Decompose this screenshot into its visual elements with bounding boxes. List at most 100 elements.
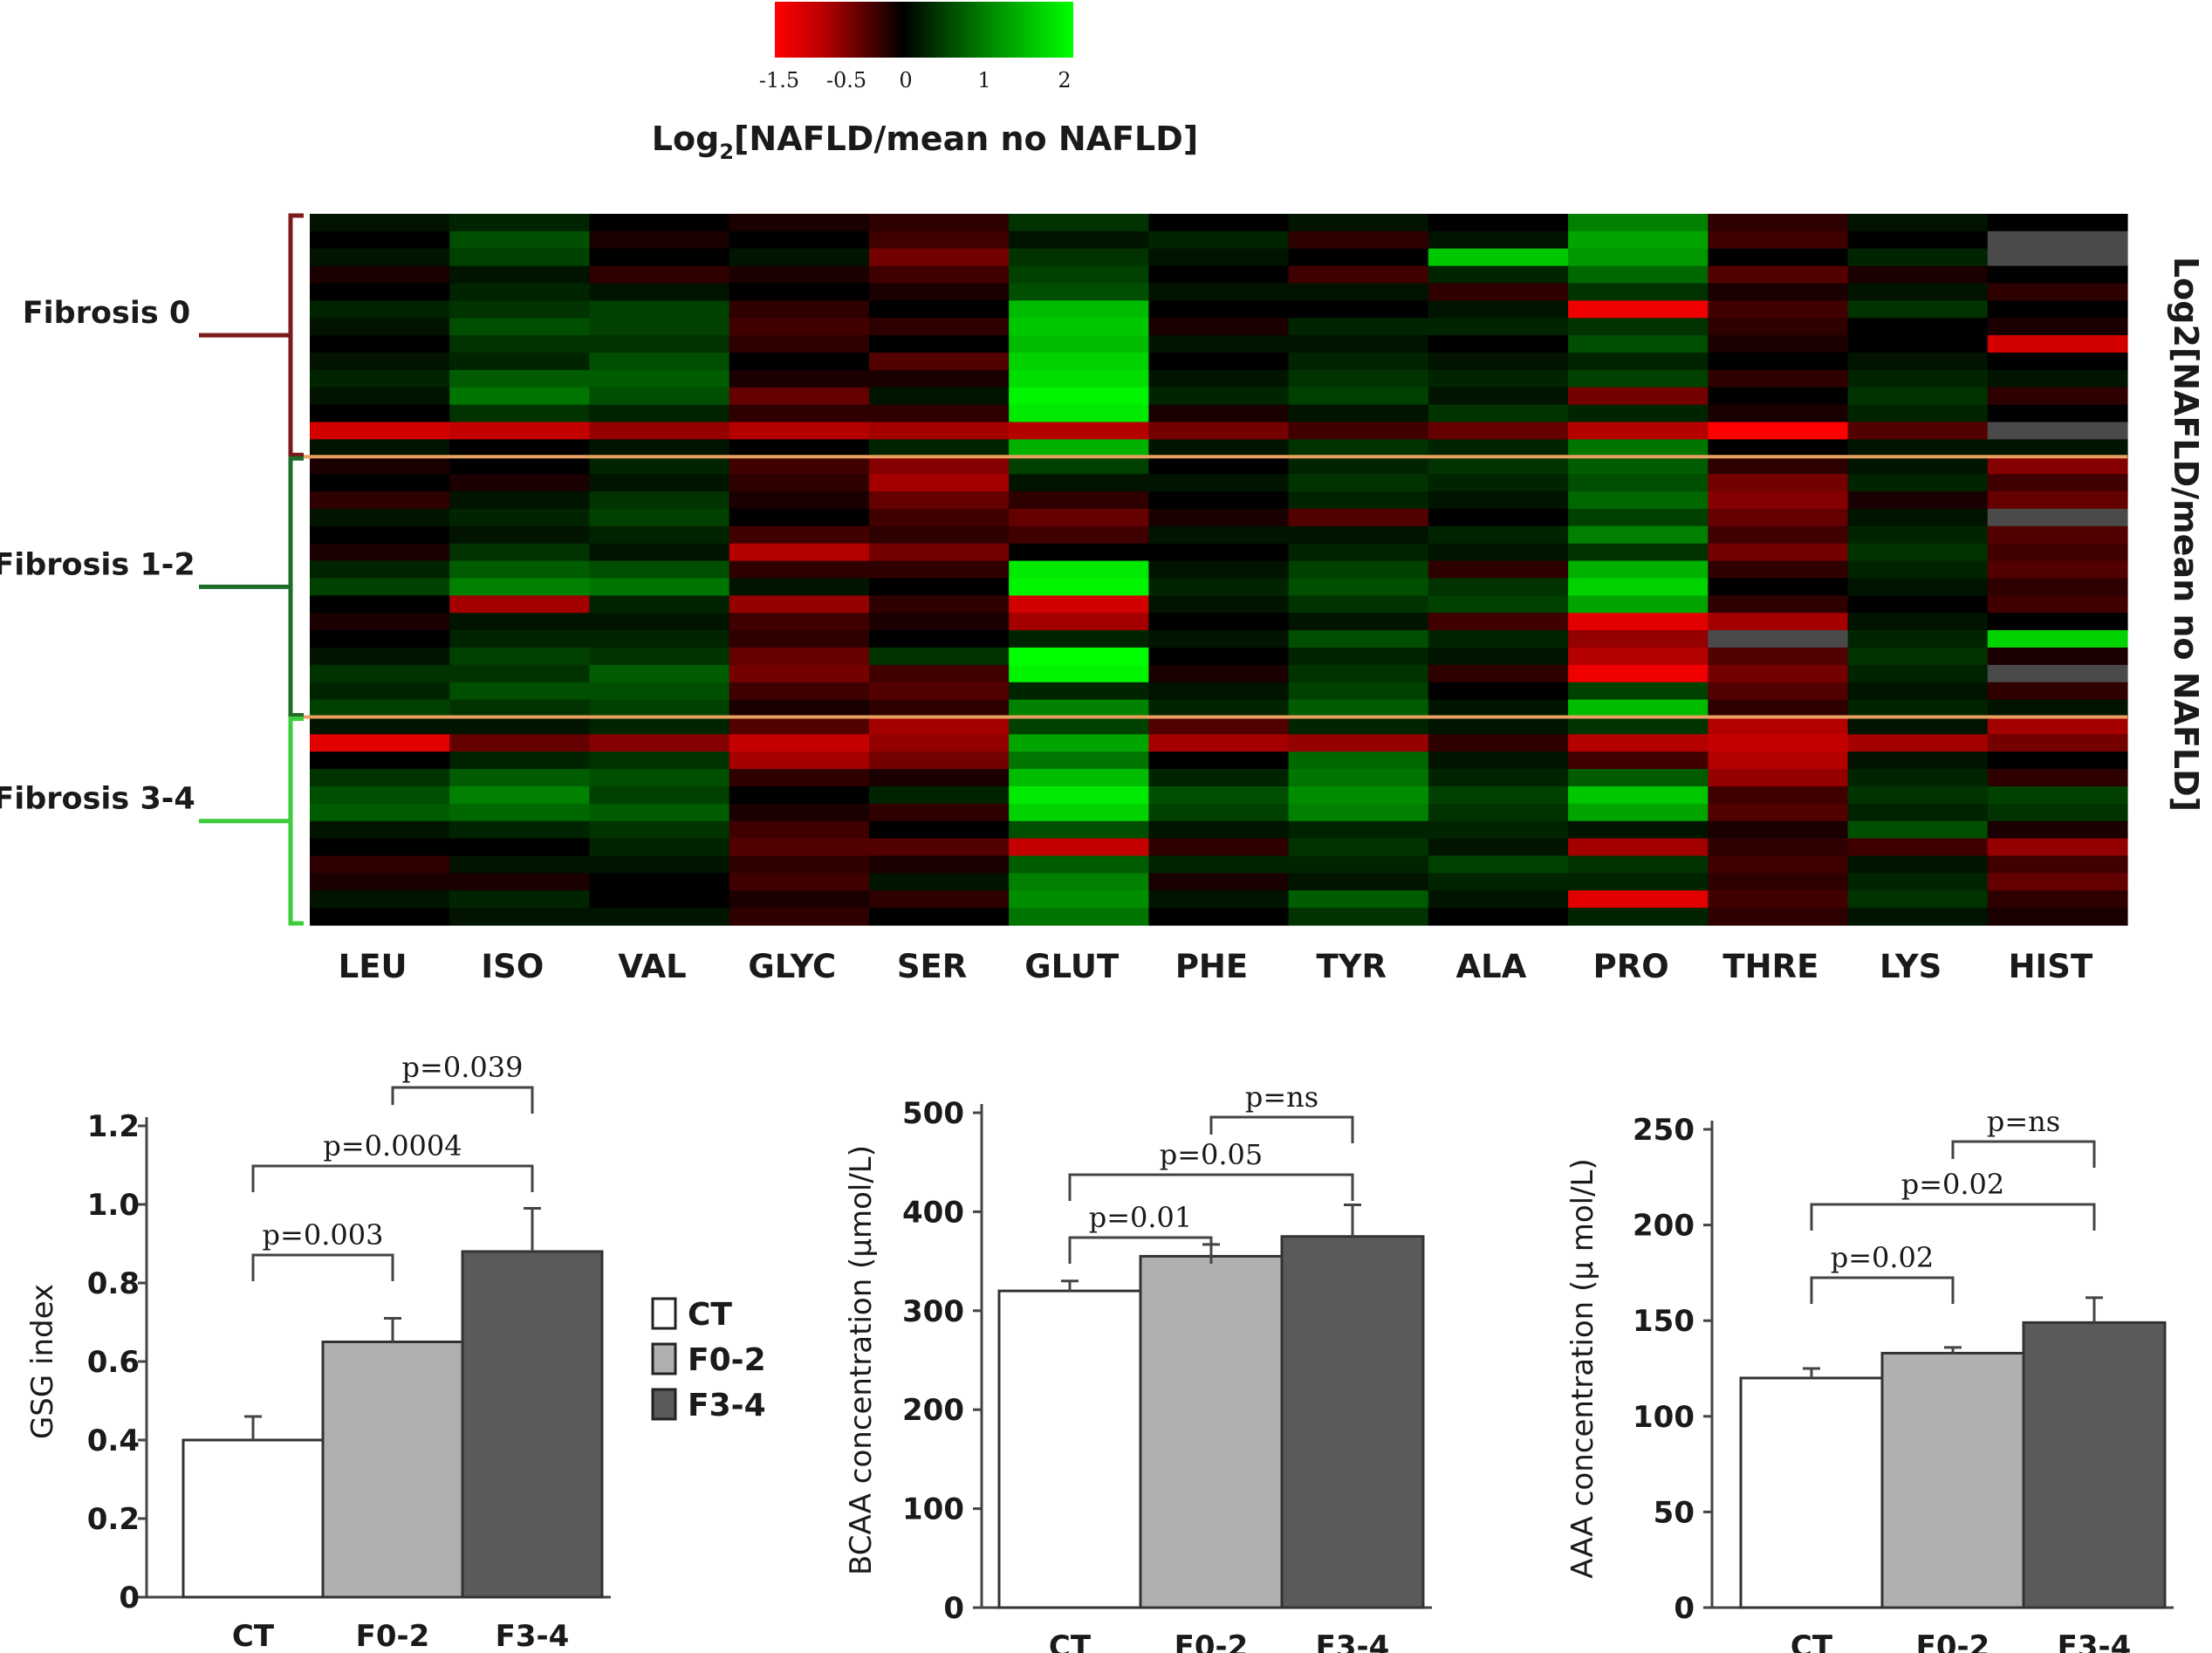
heatmap-cell	[729, 595, 870, 614]
heatmap-cell	[589, 439, 730, 457]
heatmap-cell	[1428, 734, 1569, 752]
heatmap-cell	[1708, 820, 1849, 840]
heatmap-cell	[729, 230, 870, 250]
heatmap-cell	[1288, 820, 1429, 840]
heatmap-cell	[868, 578, 1010, 596]
heatmap-cell	[310, 647, 450, 666]
heatmap-cell	[1847, 838, 1989, 857]
heatmap-cell	[310, 214, 450, 232]
heatmap-cell	[1987, 630, 2128, 648]
heatmap-cell	[868, 803, 1010, 822]
heatmap-cell	[1847, 508, 1989, 527]
heatmap-cell	[1568, 630, 1709, 648]
heatmap-cell	[1708, 855, 1849, 874]
heatmap-cell	[729, 248, 870, 267]
heatmap-cell	[1708, 734, 1849, 752]
heatmap-cell	[589, 803, 730, 822]
y-axis-label: BCAA concentration (μmol/L)	[844, 1145, 879, 1575]
heatmap-cell	[1847, 491, 1989, 510]
heatmap-cell	[868, 838, 1010, 857]
heatmap-cell	[868, 647, 1010, 666]
heatmap-cell	[1568, 318, 1709, 336]
heatmap-cell	[729, 543, 870, 562]
heatmap-cell	[729, 474, 870, 492]
heatmap-cell	[1987, 283, 2128, 301]
heatmap-cell	[1288, 803, 1429, 822]
heatmap-cell	[1847, 335, 1989, 353]
heatmap-cell	[1009, 664, 1149, 683]
bar-f3-4	[461, 1250, 604, 1599]
heatmap-cell	[589, 387, 730, 406]
heatmap-cell	[729, 803, 870, 822]
significance-bracket	[1068, 1236, 1213, 1264]
heatmap-cell	[729, 890, 870, 909]
heatmap-cell	[729, 456, 870, 475]
heatmap-cell	[1288, 560, 1429, 580]
heatmap-cell	[1148, 439, 1290, 457]
heatmap-cell	[1568, 613, 1709, 631]
heatmap-cell	[729, 820, 870, 840]
heatmap-cell	[1148, 474, 1290, 492]
heatmap-cell	[1428, 214, 1569, 232]
heatmap-cell	[1708, 873, 1849, 891]
heatmap-cell	[1708, 353, 1849, 371]
group-bracket	[199, 716, 304, 926]
heatmap-cell	[1847, 353, 1989, 371]
heatmap-cell	[1148, 508, 1290, 527]
heatmap-cell	[1009, 595, 1149, 614]
heatmap-cell	[1847, 560, 1989, 580]
heatmap-cell	[1708, 456, 1849, 475]
heatmap-cell	[1288, 647, 1429, 666]
heatmap-cell	[1288, 318, 1429, 336]
significance-bracket	[1951, 1140, 2096, 1168]
heatmap-cell	[1987, 734, 2128, 752]
heatmap-cell	[589, 300, 730, 319]
heatmap-cell	[1009, 734, 1149, 752]
heatmap-cell	[1708, 387, 1849, 406]
heatmap-cell	[1708, 214, 1849, 232]
x-tick-label: CT	[1049, 1629, 1092, 1653]
heatmap-cell	[449, 369, 591, 388]
heatmap-cell	[1288, 873, 1429, 891]
y-tick-label: 200	[902, 1393, 964, 1428]
x-tick-label: F3-4	[1316, 1629, 1390, 1653]
heatmap-cell	[310, 734, 450, 752]
heatmap-cell	[1148, 283, 1290, 301]
heatmap-cell	[868, 508, 1010, 527]
heatmap-cell	[868, 664, 1010, 683]
heatmap-cell	[1847, 265, 1989, 285]
heatmap-cell	[868, 387, 1010, 406]
heatmap-cell	[1428, 300, 1569, 319]
heatmap-cell	[1987, 335, 2128, 353]
heatmap-cell	[310, 283, 450, 301]
y-tick-label: 0.6	[87, 1345, 140, 1380]
heatmap-cell	[589, 769, 730, 787]
heatmap-cell	[1009, 369, 1149, 388]
heatmap-cell	[449, 664, 591, 683]
x-tick-label: F3-4	[496, 1619, 570, 1653]
heatmap-column-label: SER	[897, 948, 967, 985]
legend-swatch	[651, 1342, 677, 1375]
heatmap-cell	[1148, 265, 1290, 285]
heatmap-cell	[1428, 248, 1569, 267]
heatmap-cell	[729, 785, 870, 805]
p-value-label: p=0.02	[1901, 1168, 2005, 1201]
heatmap-cell	[1847, 248, 1989, 267]
heatmap-cell	[1288, 578, 1429, 596]
aaa-concentration-chart: 0 50 100 150 200 250 AAA concentration (μ mol/…	[1565, 1105, 2174, 1653]
heatmap-cell	[449, 613, 591, 631]
heatmap-cell	[1148, 838, 1290, 857]
heatmap-cell	[1428, 404, 1569, 423]
heatmap-cell	[868, 491, 1010, 510]
heatmap-cell	[729, 699, 870, 718]
heatmap-cell	[1288, 613, 1429, 631]
y-tick-label: 0	[119, 1581, 140, 1615]
heatmap-cell	[729, 751, 870, 770]
heatmap-cell	[1428, 751, 1569, 770]
heatmap-cell	[1568, 474, 1709, 492]
heatmap-cell	[1288, 335, 1429, 353]
heatmap-cell	[449, 283, 591, 301]
heatmap-cell	[310, 508, 450, 527]
heatmap-cell	[449, 474, 591, 492]
x-tick-label: F0-2	[1174, 1629, 1249, 1653]
